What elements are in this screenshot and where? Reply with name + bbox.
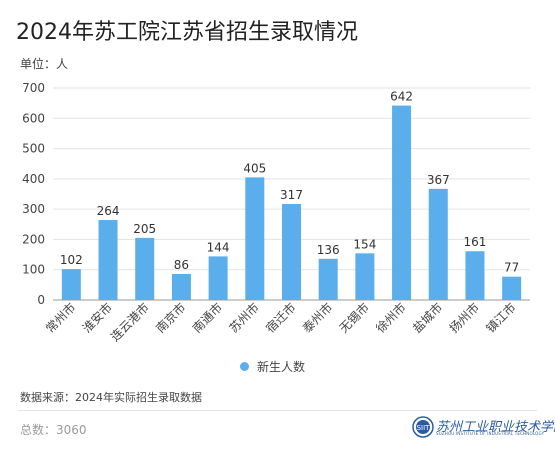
unit-label: 单位：人 (20, 57, 69, 71)
data-label: 367 (427, 173, 450, 187)
x-tick-label: 无锡市 (336, 300, 372, 336)
bar (282, 203, 301, 300)
bar (61, 269, 81, 300)
data-label: 136 (317, 243, 340, 257)
bar (392, 105, 412, 301)
school-name: 苏州工业职业技术学院 (436, 420, 555, 435)
legend-marker (240, 362, 249, 371)
y-tick-label: 600 (22, 111, 45, 125)
divider (18, 410, 537, 411)
x-tick-label: 盐城市 (409, 300, 445, 336)
chart-title: 2024年苏工院江苏省招生录取情况 (16, 20, 358, 45)
bar (171, 273, 191, 300)
bar (245, 177, 265, 300)
data-source-note: 数据来源：2024年实际招生录取数据 (20, 391, 202, 404)
x-tick-label: 苏州市 (226, 300, 262, 336)
data-label: 317 (280, 188, 303, 202)
data-label: 264 (97, 204, 120, 218)
data-label: 77 (504, 261, 519, 275)
total-count: 总数：3060 (20, 423, 87, 437)
y-tick-label: 400 (22, 172, 45, 186)
x-tick-label: 连云港市 (107, 300, 152, 345)
data-label: 405 (243, 161, 266, 175)
y-tick-label: 300 (22, 202, 45, 216)
school-emblem-icon: SIIT (412, 416, 434, 438)
bar (135, 237, 155, 300)
y-tick-label: 100 (22, 263, 45, 277)
x-tick-label: 镇江市 (483, 300, 519, 336)
legend: 新生人数 (240, 358, 305, 375)
data-label: 154 (353, 237, 376, 251)
x-tick-label: 泰州市 (299, 300, 335, 336)
school-logo: SIIT 苏州工业职业技术学院 SUZHOU INSTITUTE OF INDU… (412, 416, 555, 440)
bar (428, 188, 448, 300)
x-tick-label: 扬州市 (446, 300, 482, 336)
x-tick-label: 宿迁市 (263, 300, 299, 336)
school-english-name: SUZHOU INSTITUTE OF INDUSTRIAL TECHNOLOG… (436, 431, 545, 436)
bar (208, 256, 228, 300)
x-tick-label: 南通市 (189, 300, 225, 336)
y-tick-label: 700 (22, 81, 45, 95)
data-label: 102 (60, 253, 83, 267)
bar (318, 258, 338, 300)
x-tick-label: 常州市 (42, 300, 78, 336)
y-tick-label: 0 (37, 293, 45, 307)
bar (98, 220, 118, 300)
y-tick-label: 200 (22, 232, 45, 246)
svg-text:SIIT: SIIT (417, 424, 431, 432)
bar (465, 251, 485, 300)
y-tick-label: 500 (22, 142, 45, 156)
x-tick-label: 南京市 (152, 300, 188, 336)
bar-chart: 0 100 200 300 400 500 600 700 102 常州市 264 淮安市 205 连云港… (22, 81, 530, 345)
data-label: 205 (133, 222, 156, 236)
data-label: 86 (174, 258, 189, 272)
data-label: 642 (390, 90, 413, 104)
legend-label: 新生人数 (257, 360, 306, 374)
x-tick-label: 淮安市 (79, 300, 115, 336)
data-label: 144 (207, 240, 230, 254)
data-label: 161 (464, 235, 487, 249)
bar (502, 276, 522, 300)
x-tick-label: 徐州市 (373, 300, 409, 336)
bar (355, 253, 375, 300)
